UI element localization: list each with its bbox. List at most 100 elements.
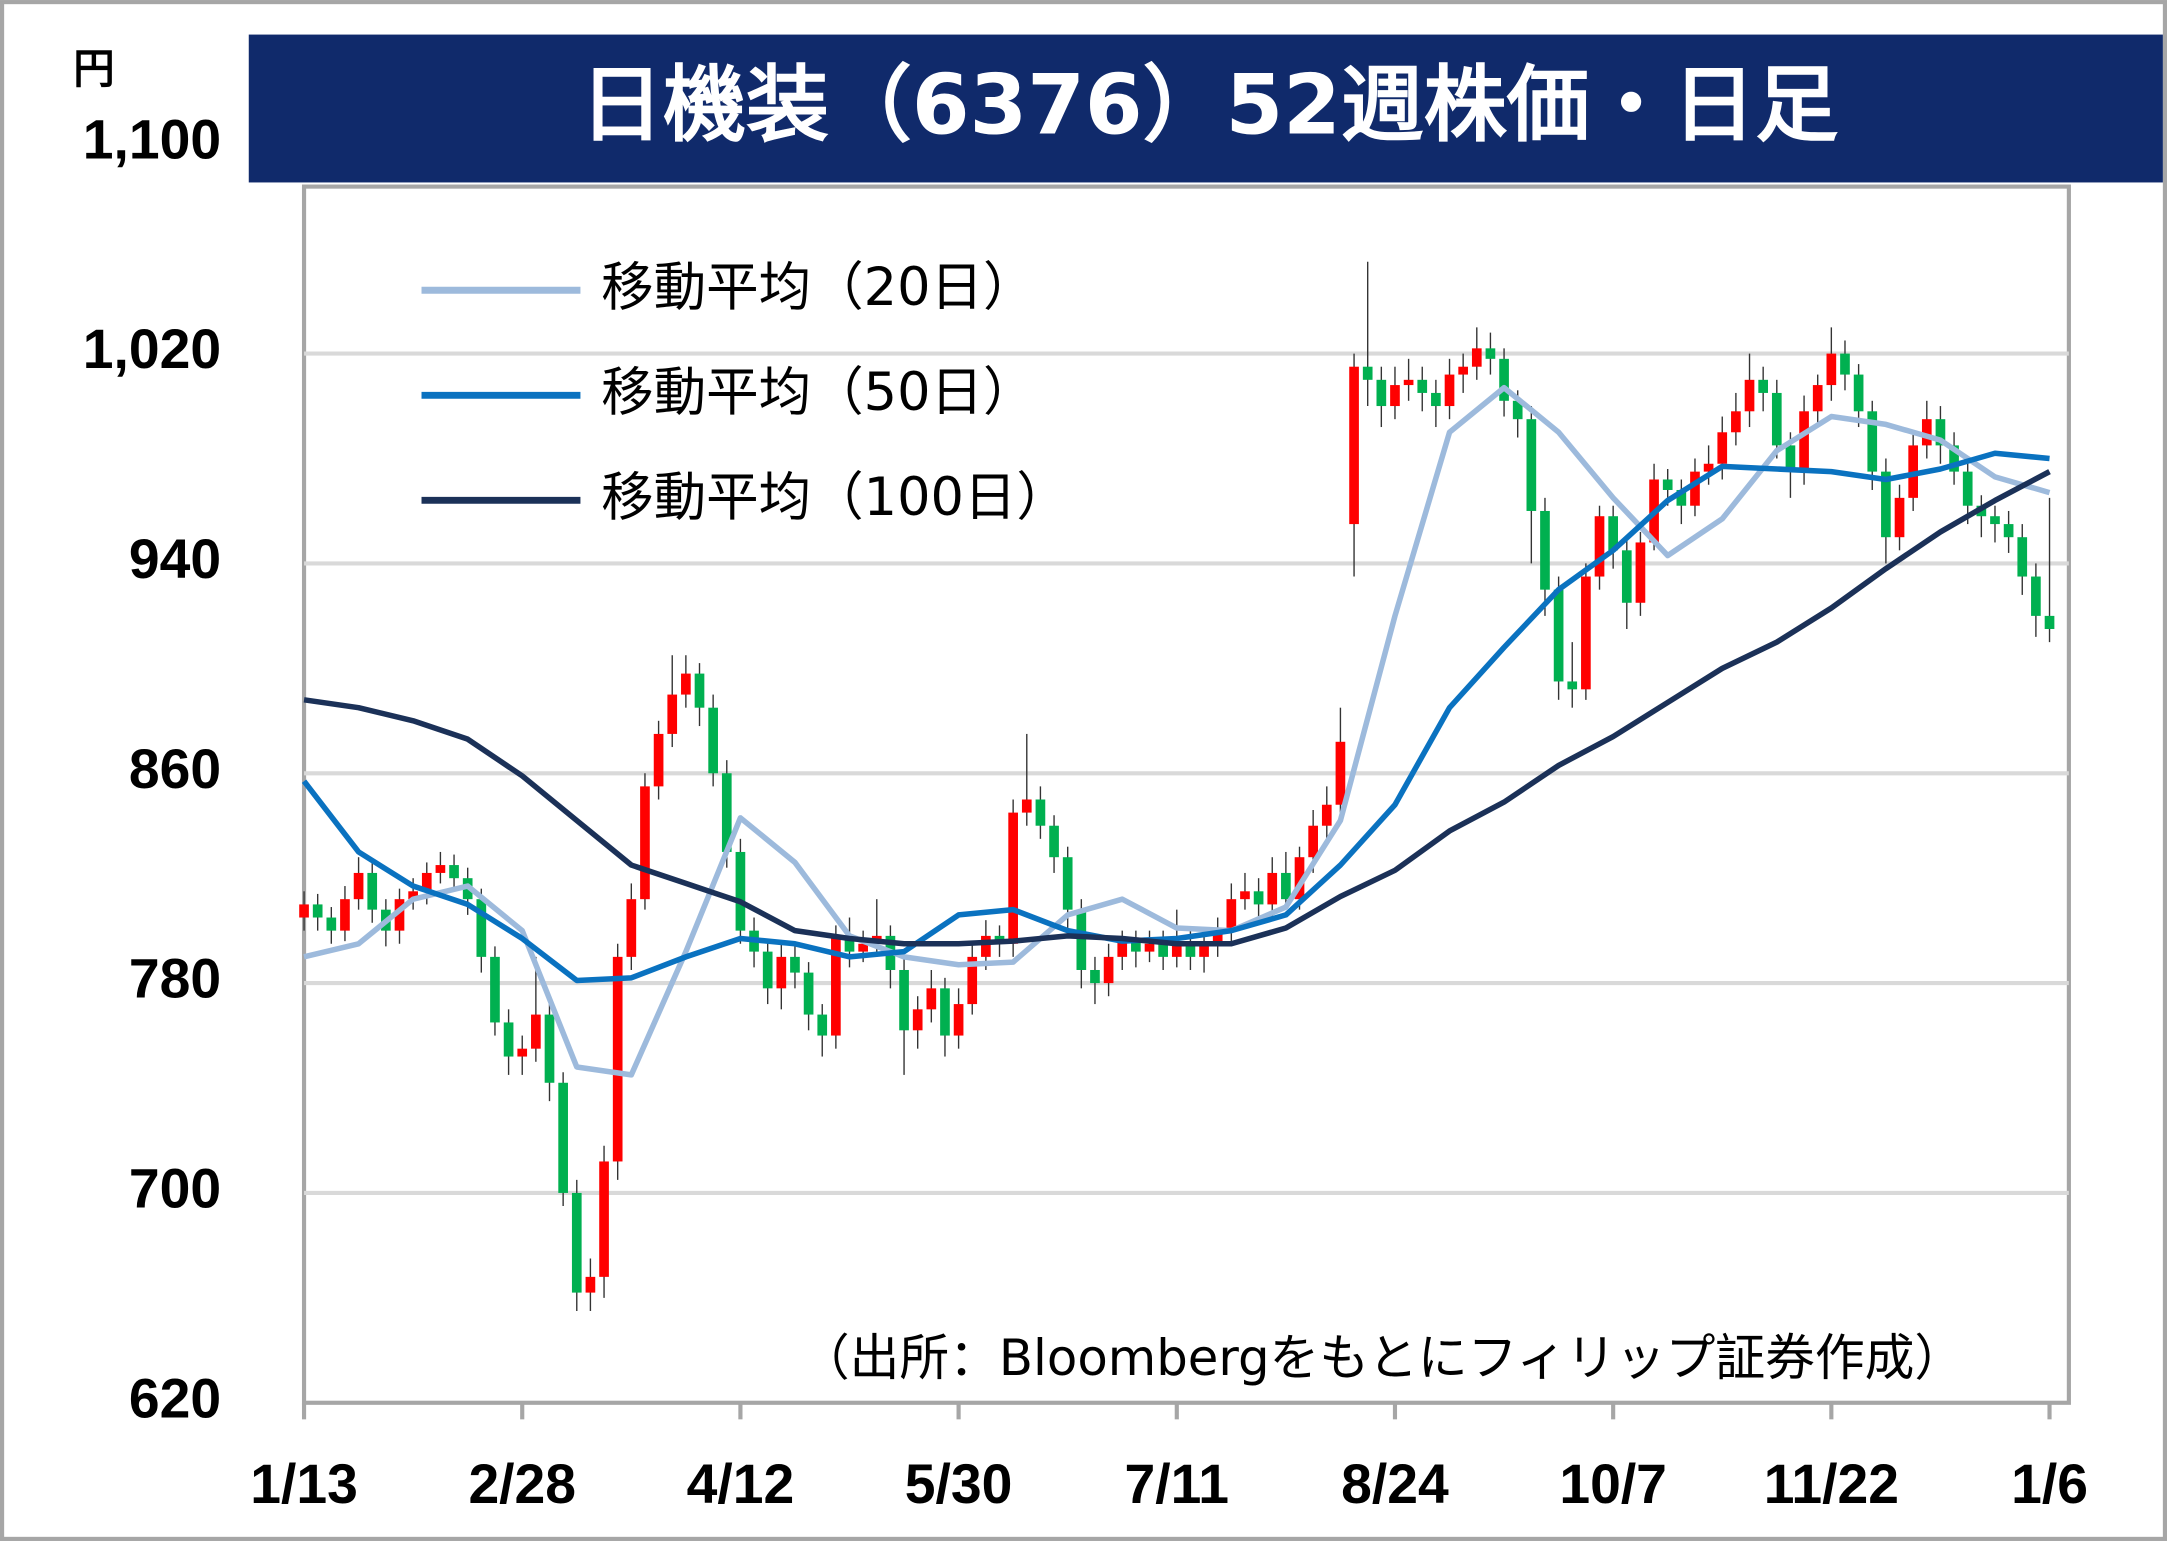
- candle-body: [1703, 463, 1714, 472]
- candle-body: [544, 1014, 555, 1083]
- candle-body: [353, 872, 364, 900]
- candle-body: [2044, 615, 2055, 630]
- candle-body: [762, 951, 773, 989]
- candle-body: [1949, 445, 1959, 472]
- candle-body: [1635, 542, 1646, 603]
- candle-body: [1485, 348, 1496, 359]
- candle-body: [1867, 411, 1878, 472]
- candle-body: [1785, 445, 1796, 472]
- candle-body: [721, 773, 732, 852]
- candle-body: [953, 1004, 964, 1036]
- candle-body: [708, 707, 718, 774]
- candle-body: [681, 673, 691, 695]
- source-note: （出所：Bloombergをもとにフィリップ証券作成）: [800, 1329, 1964, 1387]
- candle-body: [1608, 516, 1618, 551]
- candle-body: [1758, 379, 1768, 393]
- x-tick-label: 10/7: [1559, 1453, 1667, 1515]
- candle-body: [1321, 804, 1332, 826]
- candle-body: [817, 1014, 828, 1036]
- y-tick-label: 1,020: [83, 318, 221, 380]
- candle-body: [626, 899, 637, 957]
- candle-body: [1826, 353, 1837, 386]
- candle-body: [1376, 379, 1387, 407]
- chart-title: 日機装（6376）52週株価・日足: [580, 57, 1838, 154]
- y-tick-label: 1,100: [83, 108, 221, 170]
- candle-body: [1744, 379, 1755, 412]
- candle-body: [1894, 497, 1905, 538]
- candle-body: [1935, 419, 1946, 446]
- candle-body: [1540, 510, 1550, 590]
- candle-body: [503, 1022, 514, 1057]
- candle-body: [1676, 489, 1687, 506]
- candle-body: [435, 865, 446, 873]
- candle-body: [790, 956, 800, 973]
- candle-body: [1444, 374, 1455, 407]
- candle-body: [1431, 392, 1441, 407]
- moving-average-line: [303, 469, 2051, 947]
- moving-average-line: [301, 450, 2050, 984]
- candle-body: [1799, 411, 1809, 472]
- candle-body: [299, 904, 309, 918]
- candle-body: [340, 899, 350, 931]
- x-tick-label: 8/24: [1341, 1453, 1449, 1515]
- candle-body: [1281, 872, 1291, 900]
- x-tick-label: 2/28: [468, 1453, 576, 1515]
- candle-body: [1553, 589, 1564, 682]
- moving-average-line: [303, 384, 2051, 1078]
- candle-body: [1131, 941, 1141, 952]
- y-unit: 円: [73, 45, 114, 93]
- candle-body: [1185, 941, 1196, 957]
- candle-body: [449, 865, 459, 879]
- candle-body: [735, 851, 746, 931]
- candle-body: [1990, 516, 2000, 525]
- candle-body: [326, 917, 337, 931]
- candle-body: [1158, 943, 1168, 957]
- candle-body: [844, 935, 855, 952]
- candle-body: [1076, 909, 1087, 970]
- candle-body: [1881, 471, 1891, 538]
- candle-body: [394, 899, 405, 931]
- candle-body: [612, 956, 623, 1162]
- candle-body: [1499, 358, 1509, 401]
- legend-label: 移動平均（50日）: [601, 362, 1035, 423]
- candle-body: [1717, 432, 1728, 464]
- x-tick-label: 1/6: [2011, 1453, 2088, 1515]
- candle-body: [1199, 943, 1209, 957]
- candle-body: [1171, 941, 1182, 957]
- candle-body: [1771, 392, 1782, 446]
- x-tick-label: 4/12: [687, 1453, 795, 1515]
- candle-body: [367, 872, 378, 910]
- candle-body: [640, 786, 650, 900]
- candle-body: [1471, 348, 1482, 367]
- candle-body: [1226, 899, 1237, 931]
- candle-body: [1062, 857, 1073, 910]
- candle-body: [1144, 943, 1155, 952]
- candle-body: [1103, 956, 1114, 984]
- candle-body: [1349, 366, 1359, 525]
- candle-body: [421, 872, 432, 892]
- candle-body: [899, 969, 909, 1031]
- y-tick-label: 780: [129, 948, 221, 1010]
- candle-body: [1962, 471, 1973, 506]
- candle-body: [1812, 385, 1823, 412]
- candle-body: [1212, 930, 1223, 944]
- candle-body: [940, 988, 950, 1036]
- x-tick-label: 7/11: [1125, 1453, 1230, 1515]
- candle-body: [1362, 366, 1373, 380]
- candle-body: [1921, 419, 1932, 446]
- y-tick-label: 860: [129, 738, 221, 800]
- candle-body: [1403, 379, 1414, 386]
- candle-body: [1117, 941, 1128, 957]
- x-tick-label: 11/22: [1764, 1453, 1899, 1515]
- candle-body: [558, 1082, 568, 1193]
- candle-body: [981, 935, 991, 957]
- y-tick-label: 700: [129, 1158, 221, 1220]
- candle-body: [1840, 353, 1850, 375]
- candle-body: [1049, 825, 1059, 858]
- candle-body: [1458, 366, 1468, 375]
- candle-body: [667, 694, 678, 734]
- candle-body: [653, 733, 664, 787]
- candle-body: [776, 956, 787, 989]
- candle-body: [312, 904, 323, 918]
